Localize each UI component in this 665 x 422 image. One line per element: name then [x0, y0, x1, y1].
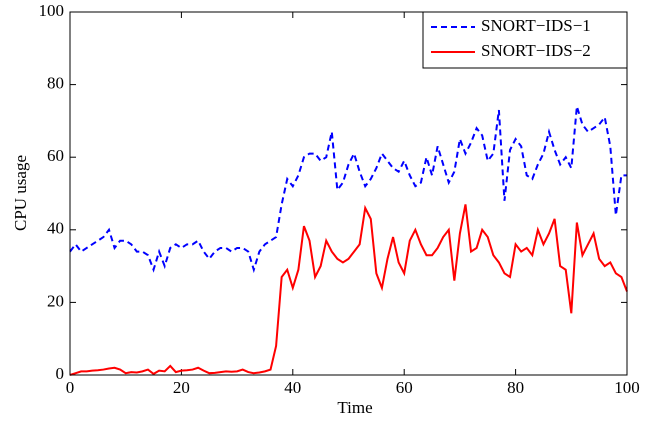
x-tick-label: 20 — [173, 378, 190, 397]
y-tick-label: 40 — [47, 219, 64, 238]
y-tick-label: 80 — [47, 74, 64, 93]
y-axis-label: CPU usage — [11, 155, 30, 231]
x-tick-label: 80 — [507, 378, 524, 397]
legend-label: SNORT−IDS−2 — [481, 41, 591, 60]
plot-frame — [69, 11, 628, 376]
x-tick-label: 40 — [284, 378, 301, 397]
legend-label: SNORT−IDS−1 — [481, 16, 591, 35]
y-tick-label: 60 — [47, 146, 64, 165]
y-tick-label: 20 — [47, 291, 64, 310]
x-tick-label: 100 — [614, 378, 640, 397]
series-line — [69, 204, 628, 376]
x-axis-label: Time — [337, 398, 372, 417]
x-tick-label: 0 — [66, 378, 75, 397]
y-tick-label: 0 — [56, 364, 65, 383]
series-line — [69, 106, 627, 274]
y-tick-label: 100 — [39, 1, 65, 20]
legend-box — [422, 11, 628, 69]
x-tick-label: 60 — [396, 378, 413, 397]
